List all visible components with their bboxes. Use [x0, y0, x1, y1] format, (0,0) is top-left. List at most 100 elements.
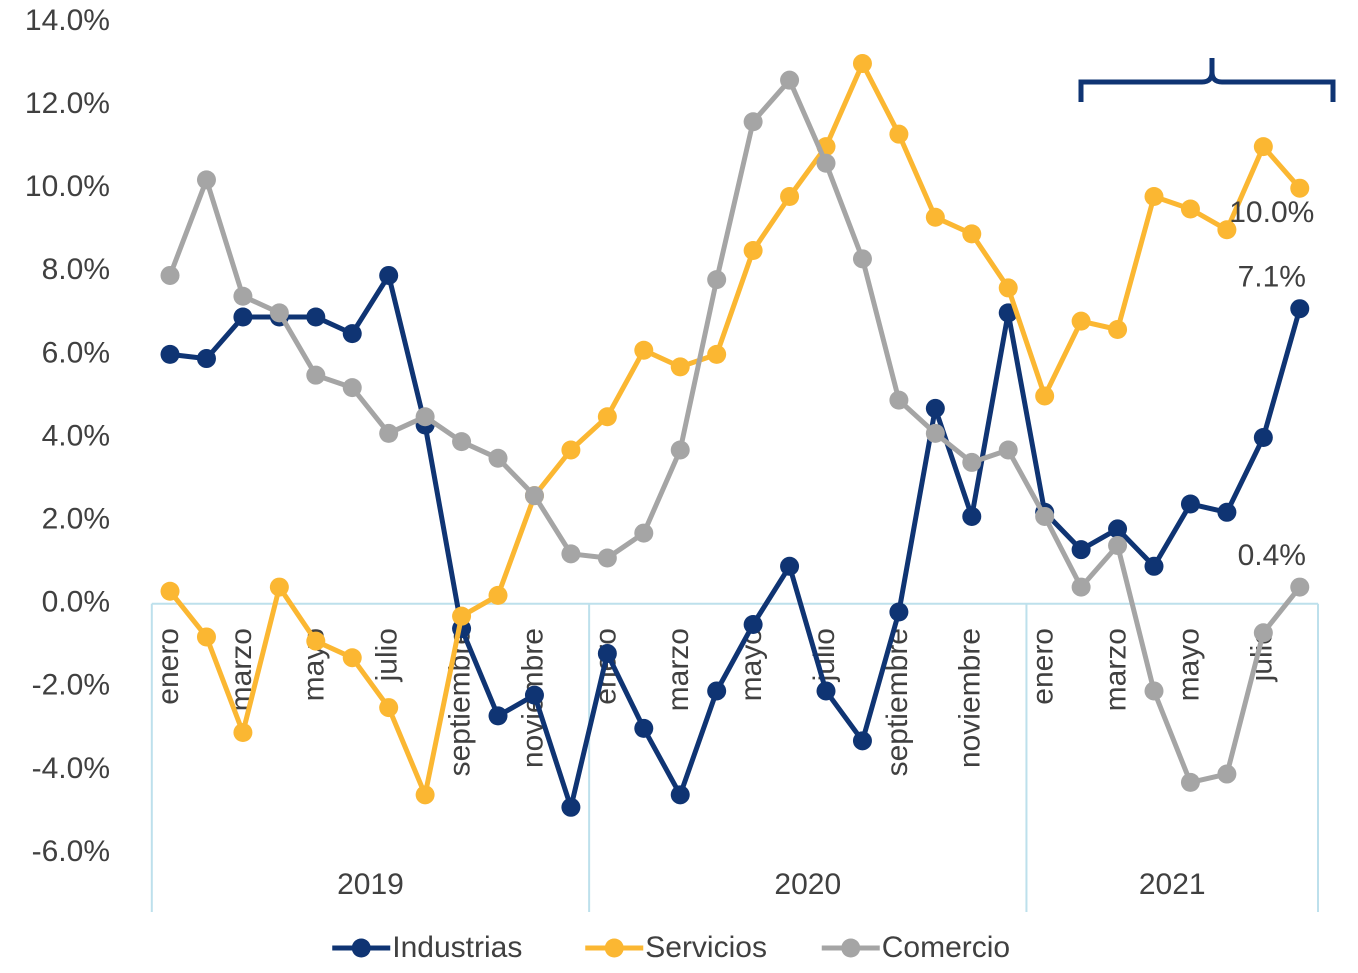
data-label: 0.4%	[1238, 539, 1306, 572]
data-point	[816, 681, 836, 701]
data-point	[379, 423, 399, 443]
data-point	[1108, 519, 1128, 539]
data-point	[743, 241, 763, 261]
x-group-label: 2021	[1139, 868, 1206, 901]
x-tick-label: mayo	[735, 628, 768, 701]
x-tick-label: marzo	[1099, 628, 1132, 711]
legend-label: Servicios	[645, 931, 767, 964]
y-tick-label: 8.0%	[42, 253, 110, 286]
y-tick-label: 14.0%	[25, 4, 110, 37]
data-point	[196, 170, 216, 190]
legend-item: Servicios	[585, 931, 767, 964]
data-point	[342, 648, 362, 668]
y-tick-label: -6.0%	[32, 835, 110, 868]
data-point	[488, 448, 508, 468]
data-point	[233, 307, 253, 327]
legend-label: Comercio	[882, 931, 1010, 964]
legend-marker	[841, 938, 861, 958]
data-point	[1144, 681, 1164, 701]
data-point	[306, 365, 326, 385]
data-point	[196, 627, 216, 647]
data-point	[415, 785, 435, 805]
data-point	[1144, 187, 1164, 207]
data-point	[233, 723, 253, 743]
y-tick-label: -4.0%	[32, 752, 110, 785]
data-point	[196, 349, 216, 369]
x-group-label: 2020	[774, 868, 841, 901]
data-point	[852, 54, 872, 74]
data-point	[889, 602, 909, 622]
data-point	[1180, 494, 1200, 514]
data-point	[1217, 502, 1237, 522]
series-line	[169, 273, 1303, 810]
data-point	[1108, 536, 1128, 556]
data-point	[342, 378, 362, 398]
data-point	[634, 340, 654, 360]
data-point	[780, 556, 800, 576]
legend-item: Industrias	[332, 931, 522, 964]
data-point	[1180, 199, 1200, 219]
data-point	[1290, 299, 1310, 319]
data-label: 7.1%	[1238, 261, 1306, 294]
data-point	[1144, 556, 1164, 576]
data-point	[1180, 772, 1200, 792]
data-point	[306, 631, 326, 651]
data-point	[561, 797, 581, 817]
x-tick-label: enero	[152, 628, 185, 705]
data-point	[670, 357, 690, 377]
data-point	[962, 506, 982, 526]
data-point	[1253, 428, 1273, 447]
data-point	[561, 544, 581, 564]
legend-label: Industrias	[392, 931, 522, 964]
x-tick-label: mayo	[1172, 628, 1205, 701]
data-point	[597, 644, 617, 664]
data-point	[597, 548, 617, 568]
data-point	[1108, 319, 1128, 339]
data-point	[1071, 540, 1091, 560]
data-point	[1071, 311, 1091, 331]
data-point	[524, 486, 544, 506]
data-point	[670, 440, 690, 460]
data-point	[780, 187, 800, 207]
data-point	[707, 681, 727, 701]
legend-marker	[604, 938, 624, 958]
x-tick-label: julio	[808, 628, 841, 682]
data-point	[306, 307, 326, 327]
y-tick-label: 4.0%	[42, 419, 110, 452]
x-tick-label: julio	[371, 628, 404, 682]
data-point	[269, 303, 289, 323]
data-point	[524, 685, 544, 705]
data-point	[488, 706, 508, 726]
data-point	[269, 577, 289, 597]
data-point	[634, 523, 654, 543]
data-point	[160, 581, 180, 601]
data-point	[1071, 577, 1091, 597]
data-point	[1290, 577, 1310, 597]
data-point	[452, 432, 472, 452]
data-point	[342, 324, 362, 344]
data-point	[889, 390, 909, 410]
y-tick-label: 6.0%	[42, 336, 110, 369]
data-point	[889, 124, 909, 144]
bracket	[1078, 58, 1336, 102]
data-point	[852, 249, 872, 269]
data-point	[962, 224, 982, 244]
data-point	[780, 70, 800, 90]
data-point	[743, 614, 763, 634]
x-group-label: 2019	[337, 868, 404, 901]
data-point	[1217, 764, 1237, 784]
x-tick-label: enero	[1027, 628, 1060, 705]
data-point	[1253, 137, 1273, 157]
y-tick-label: 0.0%	[42, 586, 110, 619]
data-point	[379, 698, 399, 718]
data-point	[925, 423, 945, 443]
data-point	[925, 398, 945, 418]
x-tick-label: noviembre	[954, 628, 987, 768]
data-point	[707, 344, 727, 364]
legend-item: Comercio	[821, 931, 1010, 964]
data-point	[707, 270, 727, 290]
data-point	[160, 265, 180, 285]
data-point	[816, 153, 836, 173]
